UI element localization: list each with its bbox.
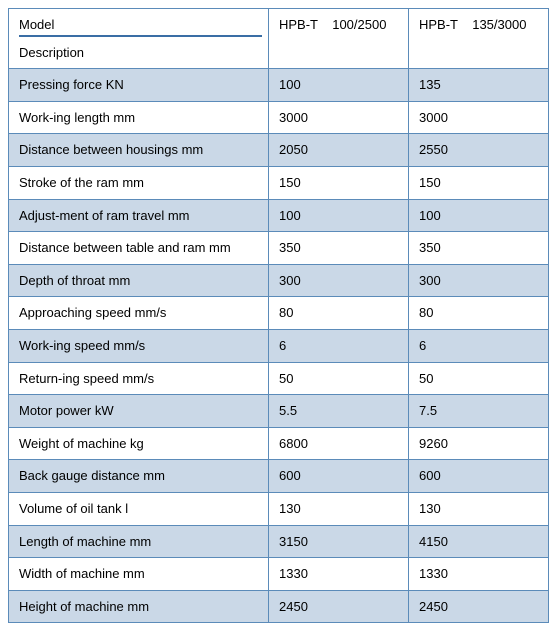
table-row: Length of machine mm31504150: [9, 525, 549, 558]
row-label: Depth of throat mm: [9, 264, 269, 297]
row-value-1: 130: [269, 492, 409, 525]
row-value-2: 130: [409, 492, 549, 525]
row-value-1: 3000: [269, 101, 409, 134]
row-value-2: 3000: [409, 101, 549, 134]
table-row: Work-ing length mm30003000: [9, 101, 549, 134]
table-row: Weight of machine kg68009260: [9, 427, 549, 460]
row-value-2: 7.5: [409, 395, 549, 428]
row-value-1: 1330: [269, 558, 409, 591]
row-value-2: 150: [409, 166, 549, 199]
header-col-2: HPB-T 135/3000: [409, 9, 549, 69]
row-label: Stroke of the ram mm: [9, 166, 269, 199]
row-value-2: 2450: [409, 590, 549, 623]
row-value-1: 6: [269, 329, 409, 362]
row-label: Volume of oil tank l: [9, 492, 269, 525]
row-value-1: 6800: [269, 427, 409, 460]
table-row: Pressing force KN100135: [9, 69, 549, 102]
row-value-2: 1330: [409, 558, 549, 591]
header-description: Description: [19, 45, 84, 60]
row-value-2: 350: [409, 232, 549, 265]
table-row: Approaching speed mm/s8080: [9, 297, 549, 330]
table-row: Depth of throat mm300300: [9, 264, 549, 297]
row-value-1: 3150: [269, 525, 409, 558]
row-label: Work-ing speed mm/s: [9, 329, 269, 362]
row-value-1: 2050: [269, 134, 409, 167]
table-row: Work-ing speed mm/s66: [9, 329, 549, 362]
row-value-1: 5.5: [269, 395, 409, 428]
row-value-1: 80: [269, 297, 409, 330]
row-label: Height of machine mm: [9, 590, 269, 623]
row-value-2: 6: [409, 329, 549, 362]
row-value-1: 150: [269, 166, 409, 199]
row-label: Return-ing speed mm/s: [9, 362, 269, 395]
row-label: Distance between table and ram mm: [9, 232, 269, 265]
row-value-2: 2550: [409, 134, 549, 167]
table-row: Motor power kW5.57.5: [9, 395, 549, 428]
table-row: Distance between table and ram mm350350: [9, 232, 549, 265]
table-row: Stroke of the ram mm150150: [9, 166, 549, 199]
row-value-1: 350: [269, 232, 409, 265]
row-value-2: 50: [409, 362, 549, 395]
table-row: Width of machine mm13301330: [9, 558, 549, 591]
row-value-2: 4150: [409, 525, 549, 558]
row-value-2: 80: [409, 297, 549, 330]
row-label: Length of machine mm: [9, 525, 269, 558]
spec-table: Model Description HPB-T 100/2500 HPB-T 1…: [8, 8, 549, 623]
header-model: Model: [19, 17, 262, 37]
row-value-2: 100: [409, 199, 549, 232]
table-row: Volume of oil tank l130130: [9, 492, 549, 525]
row-value-1: 50: [269, 362, 409, 395]
table-body: Model Description HPB-T 100/2500 HPB-T 1…: [9, 9, 549, 623]
row-label: Approaching speed mm/s: [9, 297, 269, 330]
row-value-2: 9260: [409, 427, 549, 460]
row-value-1: 300: [269, 264, 409, 297]
row-value-2: 600: [409, 460, 549, 493]
table-row: Height of machine mm24502450: [9, 590, 549, 623]
table-row: Distance between housings mm20502550: [9, 134, 549, 167]
row-label: Motor power kW: [9, 395, 269, 428]
row-value-1: 100: [269, 69, 409, 102]
row-value-1: 100: [269, 199, 409, 232]
row-label: Width of machine mm: [9, 558, 269, 591]
row-label: Adjust-ment of ram travel mm: [9, 199, 269, 232]
row-value-1: 600: [269, 460, 409, 493]
row-label: Weight of machine kg: [9, 427, 269, 460]
row-label: Work-ing length mm: [9, 101, 269, 134]
row-label: Distance between housings mm: [9, 134, 269, 167]
row-value-1: 2450: [269, 590, 409, 623]
row-label: Back gauge distance mm: [9, 460, 269, 493]
row-value-2: 135: [409, 69, 549, 102]
table-row: Adjust-ment of ram travel mm100100: [9, 199, 549, 232]
row-value-2: 300: [409, 264, 549, 297]
table-row: Back gauge distance mm600600: [9, 460, 549, 493]
header-col-1: HPB-T 100/2500: [269, 9, 409, 69]
row-label: Pressing force KN: [9, 69, 269, 102]
table-row: Return-ing speed mm/s5050: [9, 362, 549, 395]
